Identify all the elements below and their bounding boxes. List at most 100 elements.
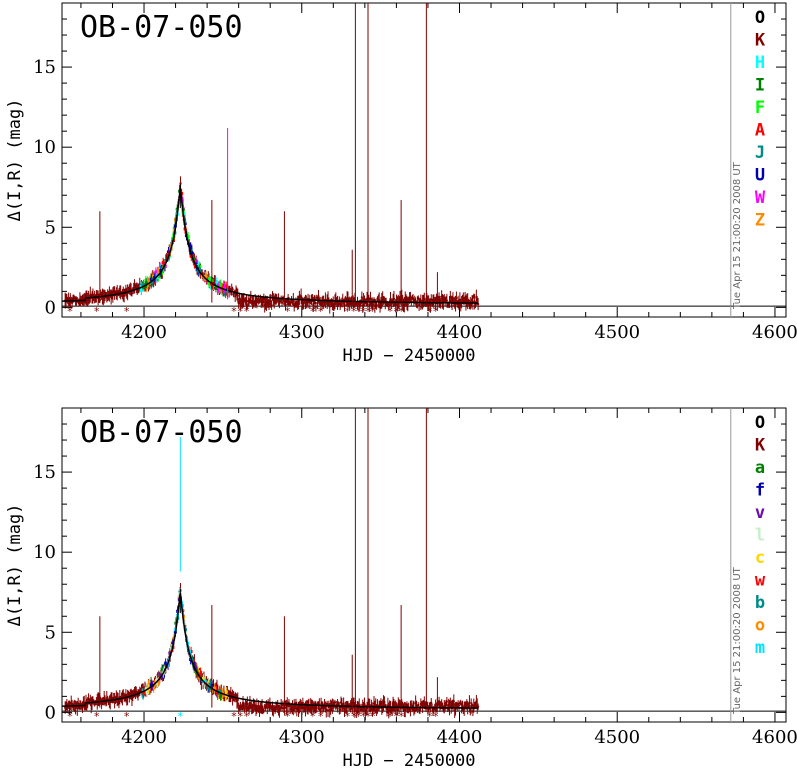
data-point-color bbox=[215, 280, 219, 284]
data-point bbox=[351, 707, 354, 710]
data-point bbox=[474, 704, 477, 707]
data-point bbox=[327, 297, 330, 300]
data-point bbox=[390, 302, 393, 305]
data-point bbox=[125, 698, 128, 701]
data-point bbox=[359, 709, 362, 712]
data-point bbox=[440, 703, 443, 706]
data-point bbox=[90, 704, 93, 707]
data-point bbox=[366, 297, 369, 300]
data-point bbox=[445, 299, 448, 302]
bottom-marker: * bbox=[398, 305, 405, 318]
data-point bbox=[380, 706, 383, 709]
data-point bbox=[337, 703, 340, 706]
data-point bbox=[270, 304, 273, 307]
data-point-color bbox=[186, 235, 190, 239]
data-point bbox=[399, 707, 402, 710]
data-point bbox=[448, 301, 451, 304]
data-point bbox=[248, 707, 251, 710]
bottom-marker: * bbox=[369, 305, 376, 318]
data-point-color bbox=[188, 246, 192, 250]
data-point bbox=[303, 706, 306, 709]
timestamp-stamp: Tue Apr 15 21:00:20 2008 UT bbox=[732, 161, 743, 310]
data-point bbox=[97, 297, 100, 300]
data-point bbox=[386, 704, 389, 707]
data-point bbox=[258, 300, 261, 303]
bottom-marker: * bbox=[355, 305, 362, 318]
legend-key: O bbox=[755, 413, 765, 433]
data-point bbox=[255, 709, 258, 712]
bottom-marker: * bbox=[237, 710, 244, 723]
data-point bbox=[326, 300, 329, 303]
data-point bbox=[370, 704, 373, 707]
data-point-color bbox=[198, 676, 202, 680]
bottom-marker: * bbox=[284, 710, 291, 723]
data-point bbox=[89, 293, 92, 296]
data-point bbox=[425, 298, 428, 301]
data-point bbox=[268, 303, 271, 306]
data-point bbox=[257, 298, 260, 301]
data-point bbox=[328, 305, 331, 308]
data-point bbox=[404, 297, 407, 300]
data-point bbox=[283, 706, 286, 709]
data-point bbox=[84, 705, 87, 708]
data-point bbox=[316, 702, 319, 705]
data-point bbox=[435, 297, 438, 300]
data-point bbox=[314, 305, 317, 308]
timestamp-stamp: Tue Apr 15 21:00:20 2008 UT bbox=[732, 566, 743, 715]
data-point bbox=[357, 302, 360, 305]
data-point bbox=[342, 702, 345, 705]
data-point bbox=[477, 303, 480, 306]
data-point bbox=[364, 711, 367, 714]
y-tick-label: 10 bbox=[33, 137, 56, 158]
x-tick-label: 4400 bbox=[437, 727, 483, 748]
data-point bbox=[258, 710, 261, 713]
data-point bbox=[268, 703, 271, 706]
data-point bbox=[91, 295, 94, 298]
data-point bbox=[440, 295, 443, 298]
data-point bbox=[259, 297, 262, 300]
data-point bbox=[441, 300, 444, 303]
legend-key: U bbox=[755, 166, 765, 186]
data-point bbox=[288, 703, 291, 706]
data-point bbox=[442, 708, 445, 711]
bottom-marker: * bbox=[67, 305, 74, 318]
data-point-color bbox=[147, 681, 151, 685]
data-point bbox=[379, 701, 382, 704]
data-point bbox=[88, 298, 91, 301]
data-point bbox=[445, 700, 448, 703]
data-point bbox=[109, 292, 112, 295]
data-point bbox=[346, 298, 349, 301]
data-point bbox=[74, 706, 77, 709]
data-point bbox=[287, 300, 290, 303]
data-point bbox=[333, 305, 336, 308]
data-point bbox=[381, 297, 384, 300]
data-point bbox=[368, 303, 371, 306]
data-point bbox=[106, 697, 109, 700]
data-point bbox=[164, 259, 167, 262]
data-point bbox=[83, 701, 86, 704]
data-point bbox=[457, 702, 460, 705]
data-point bbox=[65, 297, 68, 300]
data-point bbox=[86, 298, 89, 301]
data-point bbox=[392, 299, 395, 302]
data-point bbox=[269, 299, 272, 302]
chart-panel-2: * * * * * * * * * * * ***** * ** * *4200 4300 4400 4500 460… bbox=[5, 407, 797, 769]
data-point bbox=[398, 302, 401, 305]
data-point bbox=[456, 302, 459, 305]
data-point bbox=[110, 295, 113, 298]
data-point bbox=[268, 705, 271, 708]
data-point bbox=[309, 300, 312, 303]
data-point-color bbox=[208, 682, 212, 686]
data-point bbox=[294, 301, 297, 304]
data-point bbox=[231, 288, 234, 291]
data-point bbox=[372, 303, 375, 306]
data-point bbox=[285, 706, 288, 709]
data-point bbox=[243, 299, 246, 302]
data-point bbox=[444, 300, 447, 303]
data-point bbox=[443, 297, 446, 300]
x-tick-label: 4600 bbox=[752, 727, 797, 748]
data-point bbox=[437, 703, 440, 706]
data-point bbox=[109, 700, 112, 703]
data-point bbox=[127, 693, 130, 696]
data-point bbox=[400, 296, 403, 299]
